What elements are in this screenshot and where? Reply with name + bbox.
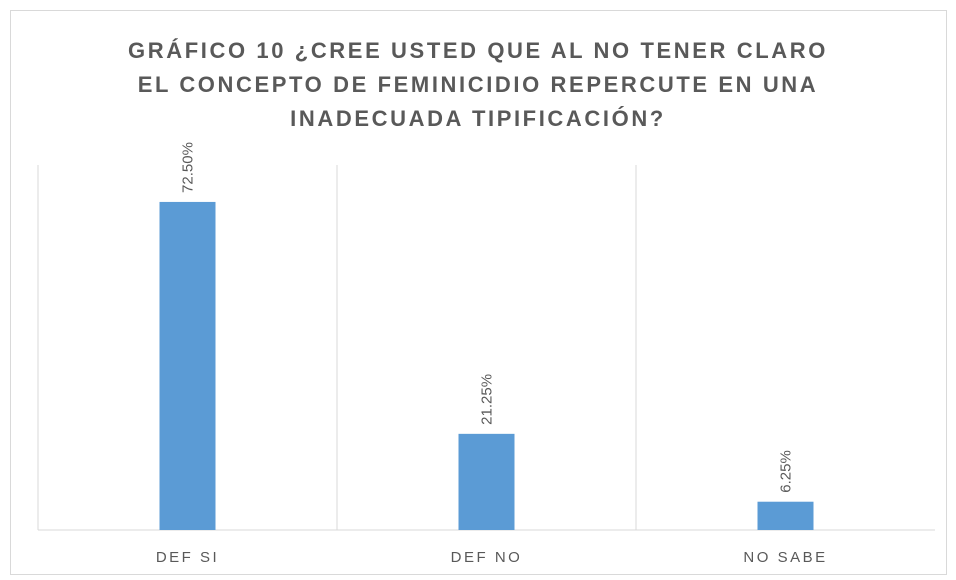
value-label: 21.25% <box>479 374 496 425</box>
bar <box>159 201 216 530</box>
x-tick-label: NO SABE <box>743 549 827 566</box>
chart-title: INADECUADA TIPIFICACIÓN? <box>290 106 666 131</box>
bar <box>757 501 814 530</box>
x-tick-label: DEF SI <box>156 549 219 566</box>
value-label: 6.25% <box>778 450 795 493</box>
chart-title: EL CONCEPTO DE FEMINICIDIO REPERCUTE EN … <box>138 72 819 97</box>
value-label: 72.50% <box>180 142 197 193</box>
bar <box>458 433 515 530</box>
chart-title: GRÁFICO 10 ¿CREE USTED QUE AL NO TENER C… <box>128 38 828 63</box>
x-tick-label: DEF NO <box>451 549 523 566</box>
